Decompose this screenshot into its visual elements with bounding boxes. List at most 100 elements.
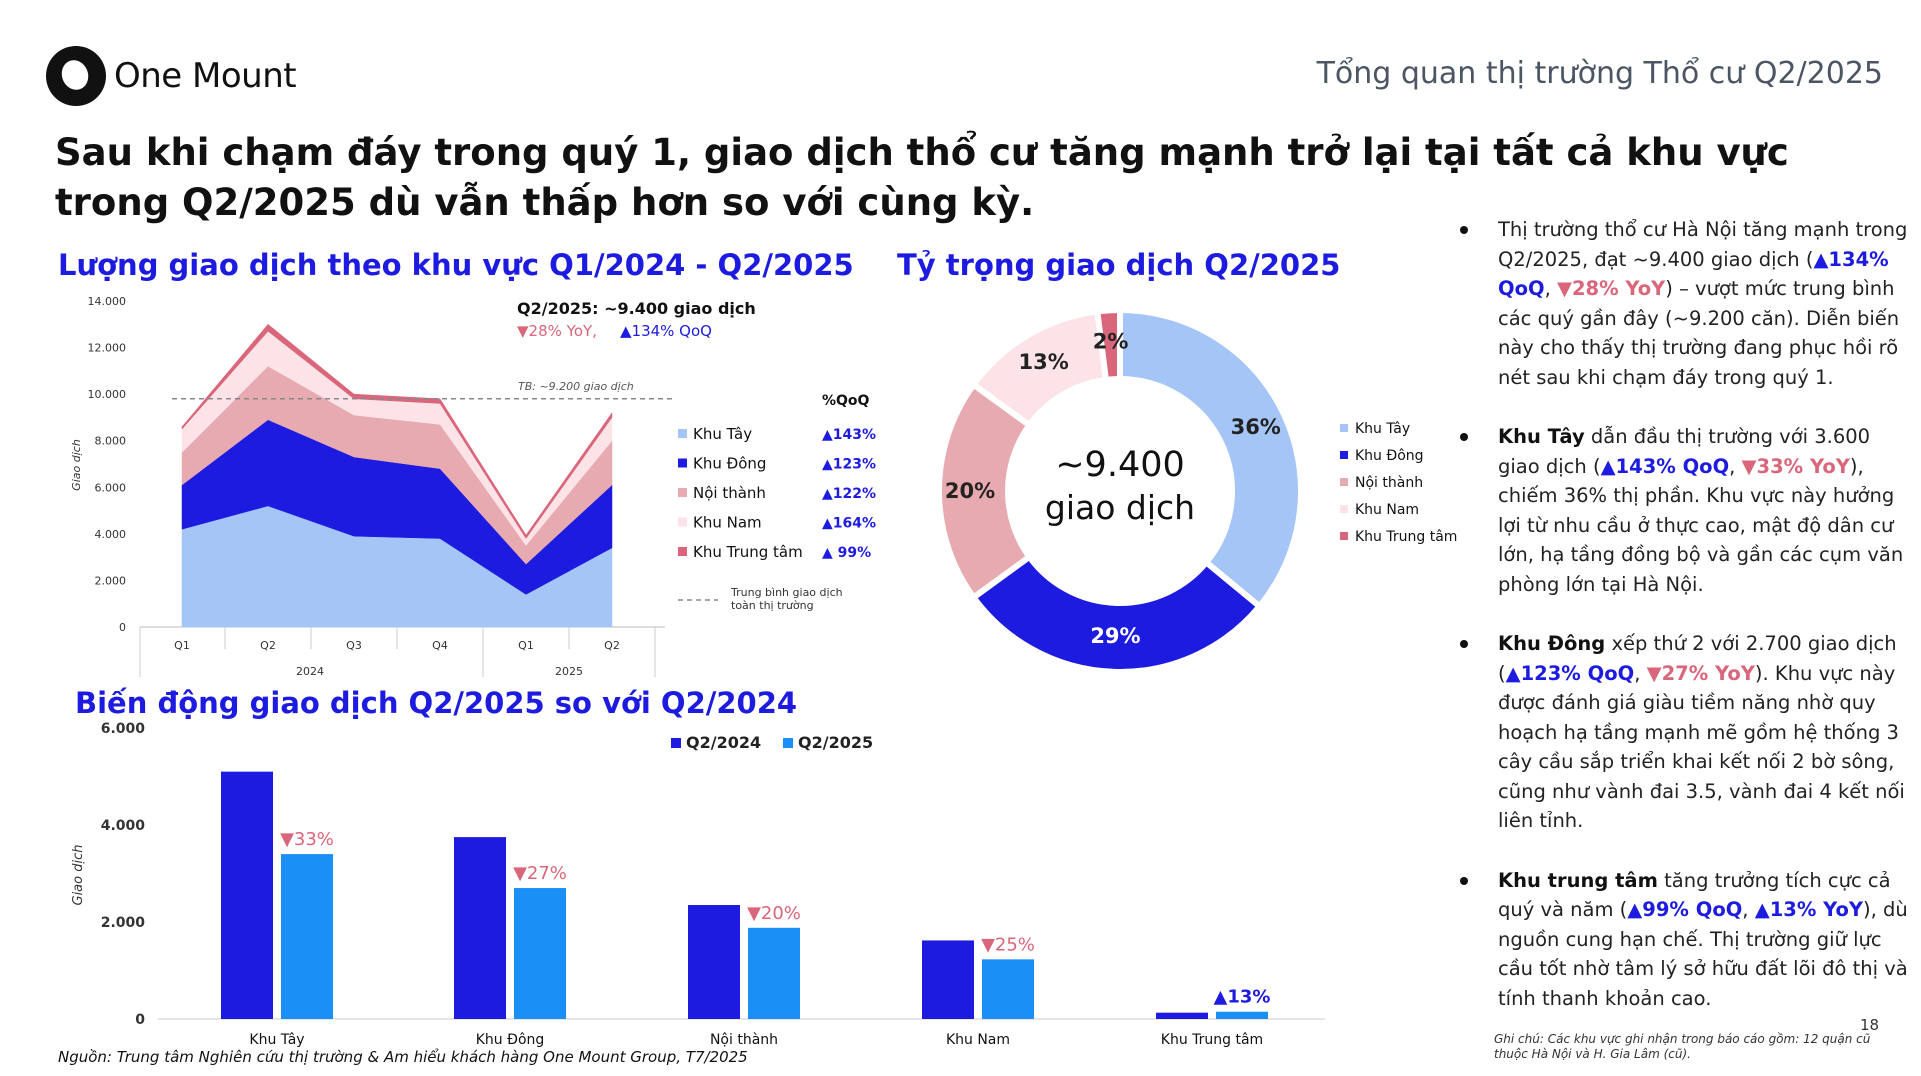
y-tick-label: 8.000 xyxy=(95,435,127,448)
insight-yoy: ▼27% YoY xyxy=(1646,661,1755,685)
bar-chart-title: Biến động giao dịch Q2/2025 so với Q2/20… xyxy=(75,686,798,720)
insight-sep: , xyxy=(1634,661,1647,685)
legend-swatch-nam xyxy=(678,517,687,527)
y-tick-label: 4.000 xyxy=(101,818,146,834)
bar-change-label: ▼20% xyxy=(747,903,801,924)
x-tick-label: Q2 xyxy=(260,639,276,652)
x-tick-label: Q2 xyxy=(604,639,620,652)
x-group-label: 2025 xyxy=(555,665,583,678)
insight-qoq: ▲143% QoQ xyxy=(1600,454,1730,478)
bar-q2_2025 xyxy=(514,888,566,1019)
page-number: 18 xyxy=(1860,1016,1880,1034)
bar-q2_2025 xyxy=(748,927,800,1019)
page-headline: Sau khi chạm đáy trong quý 1, giao dịch … xyxy=(55,131,1789,224)
bar-legend-label: Q2/2024 xyxy=(686,733,761,752)
legend-label: Khu Nam xyxy=(693,514,762,532)
insight-yoy: ▲13% YoY xyxy=(1754,898,1864,921)
one-mount-logo-icon xyxy=(46,46,106,106)
y-axis-label: Giao dịch xyxy=(70,439,83,491)
insight-item: Khu trung tâm tăng trưởng tích cực cả qu… xyxy=(1460,866,1910,1014)
insight-sep: , xyxy=(1544,277,1557,300)
donut-slice-label: 36% xyxy=(1231,415,1281,439)
donut-slice-trungtam xyxy=(1093,306,1123,384)
q2-2025-annotation: Q2/2025: ~9.400 giao dịch xyxy=(517,299,756,318)
x-tick-label: Nội thành xyxy=(710,1032,778,1048)
y-tick-label: 14.000 xyxy=(88,295,127,308)
insight-text: tăng trưởng tích cực cả quý và năm ( xyxy=(1498,868,1891,922)
key-insights-list: Thị trường thổ cư Hà Nội tăng mạnh trong… xyxy=(1460,215,1910,1043)
x-tick-label: Khu Tây xyxy=(249,1032,304,1048)
bar-change-label: ▼27% xyxy=(513,863,567,884)
donut-legend-swatch-dong xyxy=(1340,451,1348,459)
insight-text: ), chiếm 36% thị phần. Khu vực này hưởng… xyxy=(1498,454,1904,596)
donut-slice-dong xyxy=(969,552,1264,675)
legend-swatch-tay xyxy=(678,429,687,438)
bar-legend-swatch-q2_2025 xyxy=(783,738,793,748)
average-line-label: TB: ~9.200 giao dịch xyxy=(518,380,634,393)
insight-item: Khu Đông xếp thứ 2 với 2.700 giao dịch (… xyxy=(1460,629,1910,836)
x-group-label: 2024 xyxy=(296,665,324,678)
donut-slice-label: 20% xyxy=(945,479,995,503)
donut-legend-swatch-nam xyxy=(1340,505,1348,513)
legend-label: Khu Đông xyxy=(693,455,766,473)
area-series-trungtam xyxy=(181,323,613,539)
x-tick-label: Khu Đông xyxy=(476,1032,545,1048)
bar-change-label: ▲13% xyxy=(1214,987,1271,1008)
insight-item: Thị trường thổ cư Hà Nội tăng mạnh trong… xyxy=(1460,215,1910,392)
area-chart: 0 2.000 4.000 6.000 8.000 10.000 12.000 14.000 G… xyxy=(70,295,876,678)
legend-swatch-trungtam xyxy=(678,547,687,556)
qoq-value: ▲164% xyxy=(822,516,876,532)
y-tick-label: 2.000 xyxy=(95,574,127,587)
donut-chart-title: Tỷ trọng giao dịch Q2/2025 xyxy=(897,248,1341,282)
insight-text: ), dù nguồn cung hạn chế. Thị trường giữ… xyxy=(1498,898,1908,1010)
bar-q2_2025 xyxy=(1216,1011,1268,1019)
section-title: Tổng quan thị trường Thổ cư Q2/2025 xyxy=(1316,56,1883,91)
y-tick-label: 0 xyxy=(135,1012,145,1028)
insight-text: Thị trường thổ cư Hà Nội tăng mạnh trong… xyxy=(1498,218,1908,271)
bar-q2_2024 xyxy=(1156,1012,1208,1019)
donut-center-value: ~9.400 xyxy=(1055,445,1185,485)
x-tick-label: Khu Trung tâm xyxy=(1161,1032,1263,1048)
legend-label: Nội thành xyxy=(693,484,766,502)
insight-item: Khu Tây dẫn đầu thị trường với 3.600 gia… xyxy=(1460,422,1910,599)
donut-legend-label: Nội thành xyxy=(1355,475,1423,491)
insight-sep: , xyxy=(1729,454,1742,478)
source-footnote: Nguồn: Trung tâm Nghiên cứu thị trường &… xyxy=(58,1048,748,1066)
donut-slice-label: 29% xyxy=(1090,624,1140,648)
insight-qoq: ▲123% QoQ xyxy=(1505,661,1635,685)
donut-legend-swatch-tay xyxy=(1340,424,1348,432)
bar-q2_2025 xyxy=(982,959,1034,1019)
annotation-yoy: ▼28% YoY, xyxy=(517,322,597,340)
bar-q2_2024 xyxy=(221,771,273,1019)
legend-swatch-dong xyxy=(678,458,687,468)
insight-text: ). Khu vực này được đánh giá giàu tiềm n… xyxy=(1498,661,1905,833)
annotation-qoq: ▲134% QoQ xyxy=(620,322,712,340)
y-tick-label: 6.000 xyxy=(101,721,146,737)
brand-logo: One Mount xyxy=(46,46,297,106)
donut-legend-swatch-trungtam xyxy=(1340,532,1348,540)
x-tick-label: Q4 xyxy=(432,639,448,652)
qoq-value: ▲143% xyxy=(822,427,876,443)
y-tick-label: 2.000 xyxy=(101,915,146,931)
bar-q2_2024 xyxy=(922,940,974,1019)
insight-yoy: ▼33% YoY xyxy=(1741,454,1850,478)
bar-q2_2024 xyxy=(688,905,740,1019)
y-tick-label: 4.000 xyxy=(95,528,127,541)
y-tick-label: 0 xyxy=(119,621,126,634)
donut-legend-label: Khu Nam xyxy=(1355,502,1419,518)
y-tick-label: 10.000 xyxy=(88,388,127,401)
donut-slice-noithanh xyxy=(936,380,1034,602)
x-tick-label: Q1 xyxy=(518,639,534,652)
donut-legend-label: Khu Đông xyxy=(1355,448,1424,464)
donut-slice-label: 2% xyxy=(1093,329,1129,353)
x-tick-label: Q1 xyxy=(174,639,190,652)
bar-chart: 0 2.000 4.000 6.000 Giao dịch ▼33% Khu Tây ▼27%… xyxy=(71,721,1325,1048)
y-axis-label: Giao dịch xyxy=(71,845,86,906)
insight-sep: , xyxy=(1742,898,1755,921)
x-tick-label: Khu Nam xyxy=(946,1032,1010,1048)
insight-lead: Khu Tây xyxy=(1498,425,1585,448)
qoq-value: ▲123% xyxy=(822,457,876,473)
insight-qoq: ▲99% QoQ xyxy=(1627,898,1743,921)
